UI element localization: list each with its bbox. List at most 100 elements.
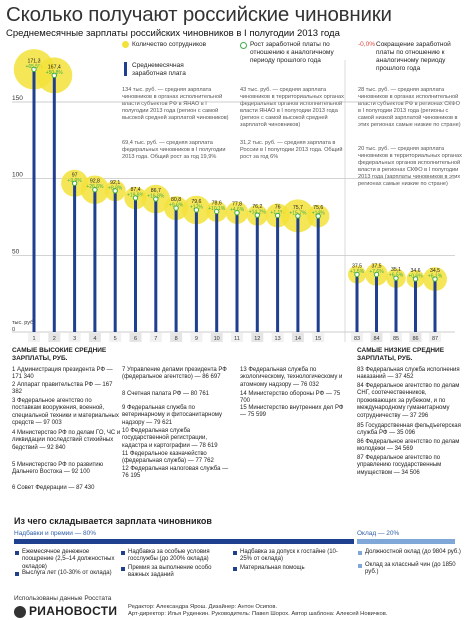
salary-bar xyxy=(93,189,97,332)
value-label: 92,8 xyxy=(90,179,100,185)
value-label: 35,1 xyxy=(391,267,401,273)
high-list-item: 8 Счетная палата РФ — 80 761 xyxy=(122,391,210,397)
bullet-icon xyxy=(121,566,125,571)
x-tick-label: 14 xyxy=(295,336,301,342)
high-list-item: 4 Министерство РФ по делам ГО, ЧС и ликв… xyxy=(12,430,121,451)
salary-bar xyxy=(154,199,158,332)
category-cell xyxy=(409,333,422,342)
high-list-item: 9 Федеральная служба по ветеринарному и … xyxy=(122,405,222,426)
change-label: +9,9% xyxy=(67,178,82,184)
salary-bar xyxy=(394,278,398,332)
salary-bar xyxy=(73,183,77,332)
salary-bar xyxy=(32,69,36,332)
category-cell xyxy=(88,333,101,342)
composition-left-item: Ежемесячное денежное поощрение (2,5–14 д… xyxy=(15,549,122,571)
category-cell xyxy=(231,333,243,342)
logo-text: РИАНОВОСТИ xyxy=(29,604,118,618)
value-label: 76,2 xyxy=(252,204,262,210)
credits-line-2: Арт-директор: Илья Руденкин. Руководител… xyxy=(128,611,388,618)
salary-bar xyxy=(235,212,239,332)
legend-growth-label: Рост заработной платы по отношению к ана… xyxy=(250,41,334,64)
change-label: +6,5% xyxy=(389,273,404,279)
composition-item-text: Оклад за классный чин (до 1850 руб.) xyxy=(365,562,456,576)
bullet-icon xyxy=(358,563,362,568)
category-cell xyxy=(28,333,40,342)
growth-marker xyxy=(71,180,78,186)
salary-bar xyxy=(355,274,359,332)
value-label: 78,6 xyxy=(212,200,222,206)
bullet-icon xyxy=(121,550,125,555)
x-tick-label: 11 xyxy=(234,336,240,342)
value-label: 87,4 xyxy=(130,187,140,193)
salary-bar xyxy=(414,278,417,332)
change-label: +1,5% xyxy=(350,269,365,275)
category-cell xyxy=(210,333,223,342)
y-tick-label: 100 xyxy=(12,172,23,179)
growth-marker xyxy=(132,195,139,201)
high-list-item: 14 Министерство обороны РФ — 75 700 xyxy=(240,391,341,405)
value-label: 167,4 xyxy=(48,64,61,70)
composition-item-text: Должностной оклад (до 9804 руб.) xyxy=(365,549,461,555)
salary-bar xyxy=(433,279,437,332)
low-list-item: 84 Федеральное агентство по делам СНГ, с… xyxy=(357,383,460,419)
category-cell xyxy=(190,333,203,342)
growth-marker xyxy=(193,207,200,213)
category-cell xyxy=(351,333,363,342)
composition-left-item: Материальная помощь xyxy=(233,565,346,572)
high-list-item: 11 Федеральное казначейство (федеральная… xyxy=(122,451,214,465)
salary-bar xyxy=(113,190,117,332)
salary-bar xyxy=(296,215,300,332)
value-label: 37,5 xyxy=(371,264,381,270)
growth-marker xyxy=(214,208,220,215)
y-axis-unit: тыс. руб. xyxy=(12,320,35,326)
y-tick-label: 50 xyxy=(12,248,20,255)
x-tick-label: 6 xyxy=(134,336,137,342)
change-label: +14% xyxy=(312,211,325,217)
category-cell xyxy=(291,333,304,342)
note-yanao-regional: 134 тыс. руб. — средняя зарплата чиновни… xyxy=(122,87,229,122)
high-list-item: 3 Федеральное агентство по поставкам воо… xyxy=(12,398,119,427)
logo-icon xyxy=(14,606,26,618)
growth-marker xyxy=(393,275,399,281)
ria-logo: РИАНОВОСТИ xyxy=(14,604,117,618)
x-tick-label: 3 xyxy=(73,336,76,342)
x-tick-label: 15 xyxy=(315,336,321,342)
category-cell xyxy=(68,333,81,342)
growth-marker xyxy=(295,213,301,219)
growth-icon xyxy=(240,42,247,49)
composition-right-item: Оклад за классный чин (до 1850 руб.) xyxy=(358,562,461,577)
note-yanao-territorial: 43 тыс. руб. — средняя зарплата чиновник… xyxy=(240,87,344,129)
salary-bar xyxy=(194,209,198,332)
x-tick-label: 9 xyxy=(195,336,198,342)
change-label: +4,6% xyxy=(230,207,245,213)
salary-chart: 50 100 150 тыс. руб.0 171,3+65,5% 1 167,4+50,8… xyxy=(12,49,455,342)
legend-count-label: Количество сотрудников xyxy=(132,41,207,48)
x-tick-label: 86 xyxy=(412,336,418,342)
change-label: +19,8% xyxy=(127,192,145,198)
category-cell xyxy=(251,333,264,342)
growth-marker xyxy=(51,72,57,79)
value-label: 34,5 xyxy=(430,268,440,274)
note-skfo-regional: 28 тыс. руб. — средняя зарплата чиновник… xyxy=(358,87,461,129)
note-federal-average: 69,4 тыс. руб. — средняя зарплата федера… xyxy=(122,140,226,161)
composition-item-text: Выслуга лет (10-30% от оклада) xyxy=(22,570,112,576)
value-label: 80,8 xyxy=(171,197,181,203)
composition-item-text: Надбавка за допуск к гостайне (10-25% от… xyxy=(240,549,338,563)
value-label: 77,8 xyxy=(232,202,242,208)
x-tick-label: 83 xyxy=(354,336,360,342)
change-label: +10,1% xyxy=(208,206,226,212)
change-label: +15,7% xyxy=(289,210,307,216)
credits: Редактор: Александра Ярош. Дизайнер: Ант… xyxy=(128,604,387,618)
category-cell xyxy=(48,333,61,342)
x-tick-label: 12 xyxy=(254,336,260,342)
category-cell xyxy=(109,333,122,342)
low-list-heading: САМЫЕ НИЗКИЕ СРЕДНИЕ ЗАРПЛАТЫ, РУБ. xyxy=(357,347,445,362)
note-russia-average: 31,2 тыс. руб. — средняя зарплата в Росс… xyxy=(240,140,343,161)
composition-title: Из чего складывается зарплата чиновников xyxy=(14,516,212,526)
value-label: 76 xyxy=(275,204,281,210)
composition-right-item: Должностной оклад (до 9804 руб.) xyxy=(358,549,461,556)
growth-marker xyxy=(234,210,240,216)
change-label: +50,8% xyxy=(46,70,64,76)
x-tick-label: 8 xyxy=(175,336,178,342)
growth-marker xyxy=(92,187,98,193)
